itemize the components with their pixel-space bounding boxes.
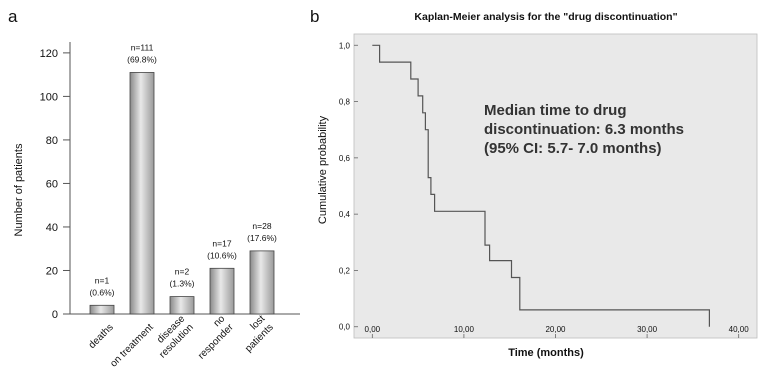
km-title: Kaplan-Meier analysis for the "drug disc… xyxy=(414,11,677,23)
km-y-tick-label: 1,0 xyxy=(339,41,351,50)
bar-data-labels: n=1 (0.6%) n=111 (69.8%) n=2 (1.3%) n=17 (10.6%… xyxy=(89,42,277,297)
km-x-ticks: 0,00 10,00 20,00 30,00 40,00 xyxy=(365,325,750,338)
bar-data-label: (0.6%) xyxy=(89,287,114,297)
bar xyxy=(169,296,195,315)
km-x-tick-label: 30,00 xyxy=(637,325,658,334)
km-x-tick-label: 0,00 xyxy=(365,325,381,334)
bar-y-tick-label: 120 xyxy=(40,48,58,60)
bar-data-label: (10.6%) xyxy=(207,250,237,260)
km-x-axis-title: Time (months) xyxy=(508,347,584,359)
bar-y-tick-label: 40 xyxy=(46,222,58,234)
bar-data-label: (69.8%) xyxy=(127,54,157,64)
km-x-tick-label: 20,00 xyxy=(545,325,566,334)
bar-data-label: n=2 xyxy=(175,267,190,277)
bar xyxy=(249,250,275,315)
bar-category-label-line: deaths xyxy=(87,322,116,351)
bar-data-label: (1.3%) xyxy=(169,279,194,289)
km-y-tick-label: 0,4 xyxy=(339,210,351,219)
km-annotation-line-3: (95% CI: 5.7- 7.0 months) xyxy=(484,140,662,157)
km-survival-curve xyxy=(372,44,710,327)
km-y-tick-label: 0,0 xyxy=(339,323,351,332)
bar xyxy=(209,267,235,315)
bar-y-tick-label: 100 xyxy=(40,91,58,103)
panel-b: b Kaplan-Meier analysis for the "drug di… xyxy=(310,7,758,359)
bar-category-label-line: responder xyxy=(196,322,236,362)
bar-y-tick-label: 20 xyxy=(46,265,58,277)
bar xyxy=(89,304,115,315)
bar xyxy=(129,72,155,315)
panel-a: a Number of patients 0 20 40 60 80 100 120 n=1… xyxy=(8,7,300,369)
bar-y-tick-label: 80 xyxy=(46,135,58,147)
km-y-ticks: 0,0 0,2 0,4 0,6 0,8 1,0 xyxy=(339,41,358,332)
km-plot-background xyxy=(353,33,758,339)
bar-marks xyxy=(89,72,275,315)
bar-y-axis-title: Number of patients xyxy=(13,143,25,236)
bar-category-label-line: on treatment xyxy=(108,322,156,370)
bar-category-label: deaths xyxy=(87,322,116,351)
bar-data-label: n=1 xyxy=(95,275,110,285)
km-y-axis-title: Cumulative probability xyxy=(317,115,329,224)
km-y-tick-label: 0,2 xyxy=(339,266,351,275)
panel-letter-b: b xyxy=(310,7,319,26)
bar-category-label: on treatment xyxy=(108,322,156,370)
bar-data-label: n=17 xyxy=(212,238,231,248)
km-annotation: Median time to drug discontinuation: 6.3… xyxy=(484,102,684,157)
bar-data-label: n=28 xyxy=(252,221,271,231)
bar-y-tick-label: 0 xyxy=(52,309,58,321)
bar-y-tick-label: 60 xyxy=(46,178,58,190)
km-x-tick-label: 10,00 xyxy=(454,325,475,334)
bar-y-ticks: 0 20 40 60 80 100 120 xyxy=(40,48,70,321)
km-y-tick-label: 0,8 xyxy=(339,98,351,107)
km-annotation-line-2: discontinuation: 6.3 months xyxy=(484,121,684,138)
km-x-tick-label: 40,00 xyxy=(729,325,750,334)
km-y-tick-label: 0,6 xyxy=(339,154,351,163)
panel-letter-a: a xyxy=(8,7,18,26)
km-annotation-line-1: Median time to drug xyxy=(484,102,627,119)
bar-data-label: (17.6%) xyxy=(247,233,277,243)
bar-data-label: n=111 xyxy=(131,42,154,52)
